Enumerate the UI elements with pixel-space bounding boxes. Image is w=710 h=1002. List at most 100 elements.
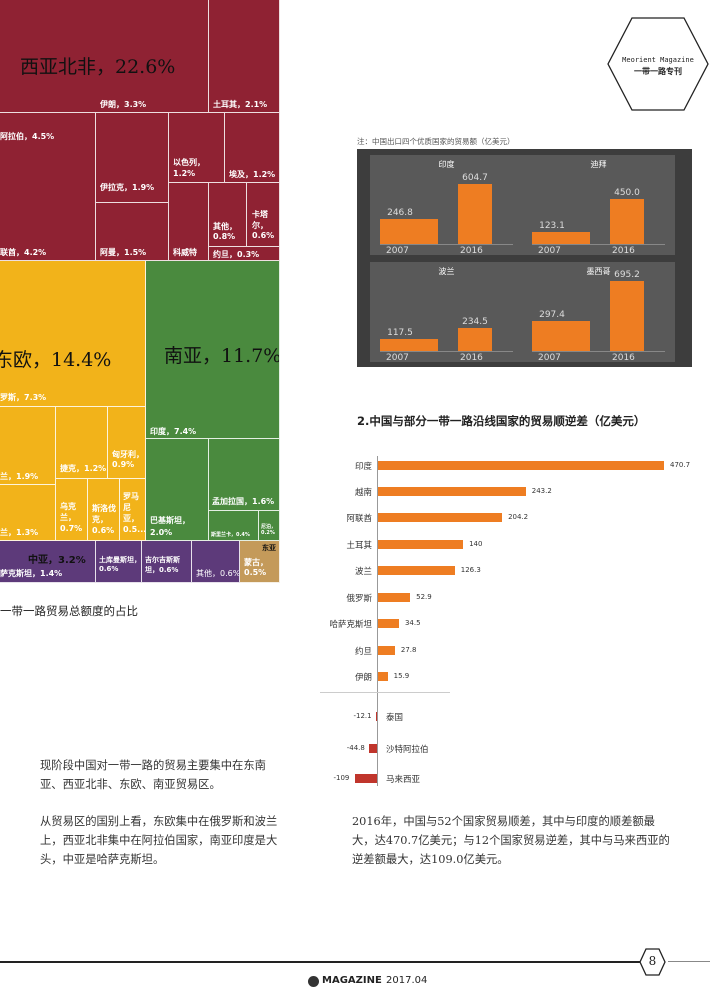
bar-negative (375, 712, 378, 721)
treemap-cell-qatar: 卡塔尔，0.6% (247, 183, 280, 247)
mini-value-2007: 117.5 (387, 328, 413, 339)
mini-value-2016: 604.7 (462, 172, 488, 183)
bar-value-label: -44.8 (346, 744, 365, 752)
bar-category-label: 约旦 (354, 647, 372, 657)
bar-value-label: 27.8 (400, 646, 417, 654)
mini-year-b: 2016 (460, 353, 483, 363)
mini-bar-2007 (532, 231, 590, 244)
treemap-cell-ukraine: 乌克兰，0.7% (56, 479, 88, 541)
treemap-label-ee-small2: 兰，1.3% (0, 528, 39, 537)
mini-chart-0: 印度 246.8 604.7 2007 2016 (370, 155, 523, 256)
treemap-label-romania: 罗马尼亚，0.5... (123, 492, 146, 534)
mini-charts-note: 注：中国出口四个优质国家的贸易额（亿美元） (357, 137, 515, 146)
treemap-label-south-asia: 南亚，11.7% (164, 345, 280, 367)
page-number: 8 (648, 954, 657, 968)
mini-year-a: 2007 (538, 246, 561, 256)
treemap-label-uae: 联酋，4.2% (0, 248, 47, 257)
bar-category-label: 哈萨克斯坦 (329, 620, 372, 630)
bar-category-label: 伊朗 (354, 673, 372, 683)
chart-separator (320, 692, 450, 693)
treemap-label-slovakia: 斯洛伐克，0.6% (92, 504, 116, 535)
treemap-cell-pakistan: 巴基斯坦，2.0% (146, 439, 209, 541)
treemap-label-kyrgyzstan: 吉尔吉斯斯坦，0.6% (145, 556, 180, 574)
mini-chart-baseline (532, 244, 665, 245)
treemap-cell-ee-small2: 兰，1.3% (0, 485, 56, 541)
mini-bar-2016 (458, 327, 492, 351)
mini-bar-2016 (610, 281, 644, 351)
treemap-cell-israel: 以色列，1.2% (169, 113, 225, 183)
bar-positive (378, 513, 503, 522)
bar-value-label: 34.5 (404, 619, 421, 627)
bar-positive (378, 593, 411, 602)
treemap-cell-hungary: 匈牙利，0.9% (108, 407, 146, 479)
treemap-label-iraq: 伊拉克，1.9% (100, 183, 155, 192)
mini-value-2016: 450.0 (614, 188, 640, 198)
treemap-cell-slovakia: 斯洛伐克，0.6% (88, 479, 120, 541)
mini-year-b: 2016 (460, 246, 483, 256)
footer-rule-right (668, 961, 710, 962)
mini-value-2016: 234.5 (462, 316, 488, 327)
magazine-name: Meorient Magazine (622, 56, 694, 64)
page-number-hexagon-icon (639, 948, 666, 976)
treemap-cell-iraq: 伊拉克，1.9% (96, 113, 169, 203)
page-number-badge: 8 (639, 948, 666, 976)
mini-chart-1: 迪拜 123.1 450.0 2007 2016 (522, 155, 675, 256)
treemap-label-turkmenistan: 土库曼斯坦，0.6% (99, 556, 141, 573)
bar-category-label: 泰国 (386, 713, 404, 723)
treemap-cell-saudi: 阿拉伯，4.5% 联酋，4.2% (0, 113, 96, 261)
bar-negative (368, 744, 378, 753)
treemap-label-ee-small1: 兰，1.9% (0, 472, 39, 481)
bar-positive (378, 646, 395, 655)
bar-category-label: 印度 (354, 462, 372, 472)
treemap-label-ukraine: 乌克兰，0.7% (60, 502, 83, 533)
treemap-label-egypt: 埃及，1.2% (229, 170, 276, 179)
treemap-label-kazakhstan: 萨克斯坦，1.4% (0, 569, 63, 578)
mini-value-2007: 123.1 (539, 220, 565, 231)
mini-bar-2007 (380, 219, 438, 244)
mini-year-a: 2007 (538, 353, 561, 363)
mini-chart-baseline (380, 244, 513, 245)
treemap-cell-east-europe: 东欧，14.4% 罗斯，7.3% (0, 261, 146, 407)
treemap-label-east-asia: 东亚 (262, 544, 276, 552)
bar-value-label: 15.9 (393, 672, 410, 680)
treemap-cell-egypt: 埃及，1.2% (225, 113, 280, 183)
treemap-cell-sa-tiny2: 尼泊，0.2% (259, 511, 280, 541)
treemap-cell-jordan: 约旦，0.3% (209, 247, 280, 261)
footer-rule-left (0, 961, 640, 963)
treemap-cell-romania: 罗马尼亚，0.5... (120, 479, 146, 541)
bar-value-label: -12.1 (353, 712, 372, 720)
treemap: 西亚北非，22.6% 伊朗，3.3% 土耳其，2.1% 阿拉伯，4.5% 联酋，… (0, 0, 290, 590)
mini-chart-title: 墨西哥 (586, 267, 611, 276)
treemap-label-sa-tiny2: 尼泊，0.2% (261, 524, 277, 536)
mini-chart-baseline (532, 351, 665, 352)
bar-category-label: 越南 (354, 488, 372, 498)
treemap-cell-east-asia: 东亚 蒙古，0.5% (240, 541, 280, 583)
treemap-cell-other-ca: 其他，0.6% (192, 541, 240, 583)
paragraph-3: 2016年，中国与52个国家贸易顺差，其中与印度的顺差额最大，达470.7亿美元… (352, 815, 670, 866)
chart-zero-axis (377, 456, 378, 786)
mini-value-2007: 246.8 (387, 208, 413, 219)
bar-category-label: 俄罗斯 (346, 594, 372, 604)
bar-value-label: 52.9 (416, 593, 432, 601)
bar-category-label: 马来西亚 (386, 775, 421, 785)
mini-chart-3: 墨西哥 297.4 695.2 2007 2016 (522, 262, 675, 363)
treemap-label-czech: 捷克，1.2% (60, 464, 107, 473)
mini-bar-2007 (532, 321, 590, 351)
treemap-label-bangladesh: 孟加拉国，1.6% (212, 497, 275, 506)
chart-title: 2.中国与部分一带一路沿线国家的贸易顺逆差（亿美元） (357, 414, 646, 428)
treemap-label-central-asia: 中亚，3.2% (28, 555, 86, 566)
treemap-label-saudi: 阿拉伯，4.5% (0, 132, 55, 141)
treemap-label-jordan: 约旦，0.3% (213, 250, 260, 259)
bar-value-label: 243.2 (531, 487, 552, 495)
treemap-label-other-ca: 其他，0.6% (196, 569, 240, 578)
bar-value-label: 204.2 (508, 513, 529, 521)
bar-positive (378, 672, 388, 681)
mini-chart-title: 波兰 (438, 267, 455, 276)
treemap-cell-other-wana: 其他，0.8% (209, 183, 247, 247)
bar-category-label: 沙特阿拉伯 (386, 745, 429, 755)
treemap-caption: 一带一路贸易总额度的占比 (0, 604, 138, 618)
bar-negative (355, 774, 378, 783)
mini-value-2007: 297.4 (539, 310, 565, 321)
special-issue: 一带一路专刊 (634, 67, 682, 76)
treemap-cell-turkmenistan: 土库曼斯坦，0.6% (96, 541, 142, 583)
